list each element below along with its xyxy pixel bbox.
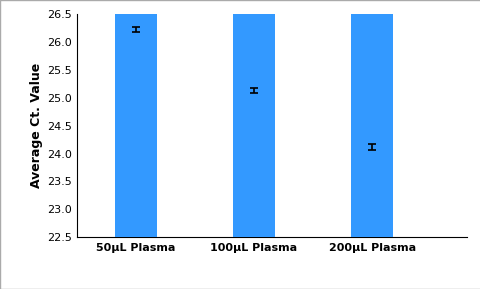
- Bar: [115, 0, 156, 237]
- Bar: [351, 0, 392, 237]
- Y-axis label: Average Ct. Value: Average Ct. Value: [30, 63, 43, 188]
- Bar: [233, 0, 274, 237]
